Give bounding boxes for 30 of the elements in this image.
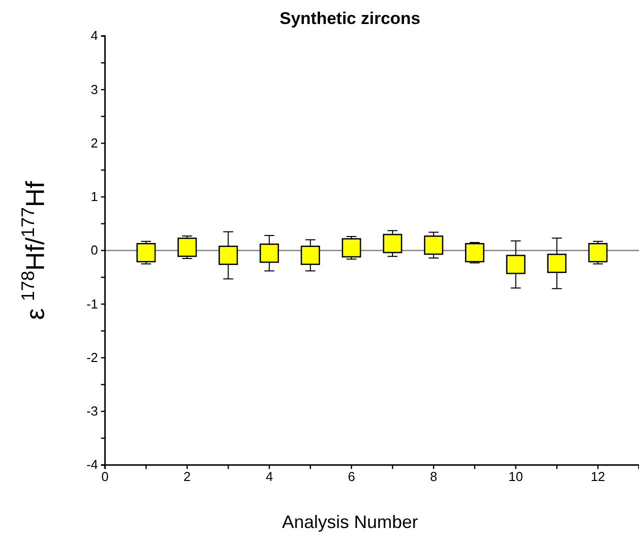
point <box>136 242 156 262</box>
y-tick-label: 3 <box>90 82 98 97</box>
x-tick-label: 10 <box>508 469 524 484</box>
x-tick-label: 4 <box>266 469 273 484</box>
y-tick-label: 2 <box>90 135 98 150</box>
point <box>465 242 484 262</box>
point <box>506 254 526 274</box>
y-tick-label: 4 <box>90 28 98 44</box>
x-axis-title: Analysis Number <box>282 512 418 532</box>
chart-title: Synthetic zircons <box>280 9 420 28</box>
x-tick-label: 12 <box>590 469 606 484</box>
y-tick-label: -2 <box>86 350 98 365</box>
point <box>382 234 402 254</box>
point <box>342 238 362 258</box>
y-tick-label: -3 <box>86 404 98 419</box>
x-tick-label: 0 <box>101 469 109 484</box>
y-tick-label: 1 <box>90 189 98 204</box>
point <box>588 242 608 262</box>
y-tick-label: -1 <box>86 296 98 312</box>
x-tick-label: 6 <box>348 469 356 484</box>
point <box>547 254 566 274</box>
x-tick-label: 2 <box>184 469 191 484</box>
y-tick-label: 0 <box>90 242 98 258</box>
point <box>178 238 197 257</box>
y-tick-label: -4 <box>86 457 98 472</box>
point <box>218 246 238 265</box>
point <box>424 235 444 255</box>
point <box>260 244 279 263</box>
point <box>300 246 320 265</box>
x-tick-label: 8 <box>430 469 438 484</box>
